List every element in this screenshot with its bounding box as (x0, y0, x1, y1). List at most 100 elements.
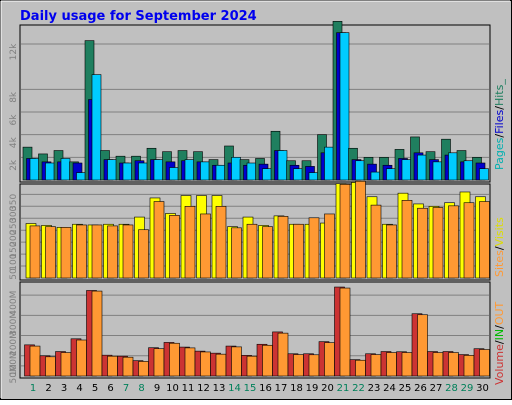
day-label: 8 (138, 383, 144, 394)
bar-sites-day-12 (200, 213, 211, 279)
y-tick-label: 4k (9, 136, 19, 148)
bar-out-day-11 (184, 347, 196, 377)
files-legend: Files (493, 109, 506, 133)
bar-out-day-3 (60, 352, 72, 377)
day-label: 7 (123, 383, 129, 394)
bar-pages-day-18 (293, 168, 303, 181)
bar-out-day-19 (308, 354, 320, 377)
bar-sites-day-15 (246, 223, 258, 279)
bar-sites-day-3 (60, 227, 72, 279)
day-label: 13 (213, 383, 226, 394)
day-label: 29 (461, 383, 474, 394)
sites-legend: Sites (493, 250, 506, 277)
bar-sites-day-17 (277, 216, 289, 279)
bar-pages-day-26 (417, 154, 427, 181)
y-tick-label: 50 (9, 268, 19, 280)
hits-legend: Hits_ (493, 79, 506, 106)
bar-pages-day-8 (138, 162, 148, 181)
bar-pages-day-24 (386, 168, 396, 181)
chart-title: Daily usage for September 2024 (20, 9, 257, 24)
bar-out-day-18 (293, 354, 304, 377)
day-label: 18 (290, 383, 303, 394)
day-labels: 1 2 3 4 5 6 7 8 9 10 11 12 13 14 15 16 17 18 19 20 21 22 23 24 2… (30, 383, 489, 394)
y-tick-label: 300 (9, 205, 19, 222)
day-label: 11 (182, 383, 195, 394)
bar-pages-day-22 (355, 160, 365, 181)
bar-pages-day-11 (184, 159, 195, 181)
bar-out-day-6 (107, 355, 118, 377)
day-label: 15 (244, 383, 257, 394)
bar-pages-day-10 (169, 167, 179, 181)
bar-out-day-27 (432, 352, 444, 377)
out-legend: OUT (493, 301, 506, 325)
bar-out-day-16 (262, 344, 273, 377)
bar-out-day-15 (246, 355, 258, 377)
bar-pages-day-5 (91, 74, 102, 181)
y-tick-label: 100M (9, 351, 19, 376)
bar-sites-day-14 (231, 227, 242, 279)
day-label: 4 (76, 383, 82, 394)
bar-pages-day-12 (200, 161, 210, 181)
y-tick-label: 2k (9, 159, 19, 171)
bar-out-day-28 (448, 352, 459, 377)
bar-out-day-21 (339, 287, 351, 377)
bar-sites-day-7 (122, 224, 134, 279)
day-label: 20 (321, 383, 334, 394)
day-label: 5 (92, 383, 98, 394)
bar-sites-day-25 (401, 200, 413, 279)
bar-sites-day-9 (153, 201, 165, 279)
day-label: 3 (61, 383, 67, 394)
bar-pages-day-15 (246, 162, 257, 181)
bar-pages-day-14 (231, 157, 241, 181)
bar-sites-day-4 (76, 224, 87, 279)
bar-pages-day-30 (479, 168, 489, 181)
bar-out-day-26 (417, 314, 428, 377)
day-label: 23 (368, 383, 381, 394)
bar-out-day-2 (45, 356, 56, 377)
bar-out-day-9 (153, 348, 165, 377)
bar-sites-day-21 (339, 184, 351, 279)
visits-legend: Visits (493, 217, 506, 246)
bar-sites-day-30 (479, 201, 490, 279)
bar-sites-day-5 (91, 224, 103, 279)
bar-sites-day-19 (308, 217, 320, 279)
y-tick-label: 200M (9, 331, 19, 356)
bar-sites-day-6 (107, 225, 118, 279)
volume-legend: Volume (493, 344, 506, 385)
bar-out-day-29 (463, 355, 475, 377)
bar-pages-day-16 (262, 168, 272, 181)
bar-sites-day-16 (262, 226, 273, 279)
bar-sites-day-13 (215, 206, 227, 279)
bar-pages-day-3 (60, 158, 71, 181)
bar-sites-day-26 (417, 207, 428, 279)
bar-sites-day-24 (386, 224, 397, 279)
bar-sites-day-2 (45, 226, 56, 279)
y-tick-label: 100 (9, 253, 19, 270)
day-label: 28 (445, 383, 458, 394)
bar-out-day-7 (122, 356, 134, 377)
bar-out-day-14 (231, 346, 242, 377)
day-label: 24 (383, 383, 396, 394)
bar-pages-day-6 (107, 159, 117, 181)
bar-out-day-5 (91, 290, 103, 377)
day-label: 17 (275, 383, 288, 394)
in-legend: IN (493, 329, 506, 340)
bar-sites-day-27 (432, 207, 444, 279)
y-tick-label: 8k (9, 91, 19, 103)
bar-sites-day-23 (370, 204, 382, 279)
y-tick-label: 150 (9, 241, 19, 258)
day-label: 10 (166, 383, 179, 394)
bar-pages-day-21 (339, 32, 350, 181)
day-label: 6 (107, 383, 113, 394)
day-label: 14 (228, 383, 241, 394)
bar-out-day-10 (169, 342, 180, 377)
bar-out-day-12 (200, 351, 211, 377)
pages-legend: Pages (493, 137, 506, 170)
bar-sites-day-8 (138, 229, 149, 279)
day-label: 30 (476, 383, 489, 394)
y-tick-label: 300M (9, 311, 19, 336)
bar-out-day-22 (355, 359, 366, 377)
bar-layer (22, 21, 490, 377)
day-label: 12 (197, 383, 210, 394)
